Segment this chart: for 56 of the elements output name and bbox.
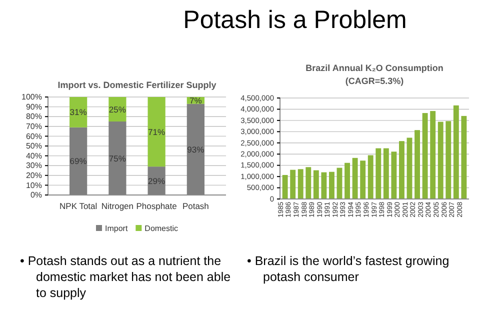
- bar: [453, 105, 459, 199]
- legend-label: Import: [104, 224, 128, 233]
- bar: [391, 152, 397, 199]
- bar: [422, 113, 428, 199]
- x-tick-label: Phosphate: [136, 201, 178, 212]
- bar: [321, 172, 327, 199]
- bar: [360, 160, 366, 199]
- bar: [376, 148, 382, 199]
- data-label: 69%: [70, 156, 88, 166]
- data-label: 31%: [70, 107, 88, 118]
- chart-title: Brazil Annual K₂O Consumption: [306, 63, 444, 73]
- legend-label: Domestic: [144, 224, 178, 233]
- data-label: 7%: [190, 95, 202, 106]
- y-tick-label: 70%: [26, 122, 42, 131]
- data-label: 75%: [108, 153, 126, 164]
- bar: [306, 167, 312, 199]
- bar: [336, 168, 342, 199]
- bar: [282, 174, 288, 199]
- bar: [461, 116, 467, 199]
- text: • Brazil is the world’s fastest growing potash consumer: [247, 253, 450, 285]
- data-label: 29%: [148, 176, 166, 186]
- text: Potash is a Problem: [182, 6, 408, 35]
- y-tick-label: 20%: [26, 170, 42, 180]
- bar: [446, 121, 452, 199]
- y-tick-label: 0%: [30, 190, 42, 200]
- bar: [406, 138, 412, 199]
- text: • Potash stands out as a nutrient the domestic market has not been able to supply: [20, 253, 232, 301]
- x-tick-label: Nitrogen: [101, 201, 134, 212]
- y-tick-label: 40%: [26, 151, 42, 160]
- y-tick-label: 10%: [26, 180, 42, 190]
- y-tick-label: 100%: [22, 92, 42, 102]
- y-tick-label: 90%: [26, 102, 42, 112]
- bar: [344, 162, 350, 199]
- bar: [414, 130, 420, 199]
- y-tick-label: 60%: [26, 132, 42, 141]
- bar: [298, 169, 304, 199]
- y-tick-label: 80%: [26, 112, 42, 122]
- bar: [352, 158, 358, 199]
- bar: [313, 170, 319, 199]
- x-tick-label: Potash: [182, 201, 210, 212]
- data-label: 71%: [148, 126, 166, 137]
- chart-subtitle: (CAGR=5.3%): [345, 76, 404, 86]
- data-label: 25%: [108, 104, 126, 114]
- bar: [148, 97, 166, 167]
- bar: [438, 122, 444, 199]
- bar: [399, 141, 404, 199]
- x-tick-label: NPK Total: [60, 201, 98, 212]
- bar: [383, 148, 389, 199]
- bar: [368, 155, 374, 199]
- bar: [329, 172, 334, 199]
- bar: [290, 170, 296, 199]
- bar: [430, 111, 436, 199]
- data-label: 93%: [187, 144, 205, 154]
- y-tick-label: 30%: [26, 161, 42, 170]
- y-tick-label: 50%: [26, 142, 42, 151]
- chart-title: Import vs. Domestic Fertilizer Supply: [58, 80, 216, 90]
